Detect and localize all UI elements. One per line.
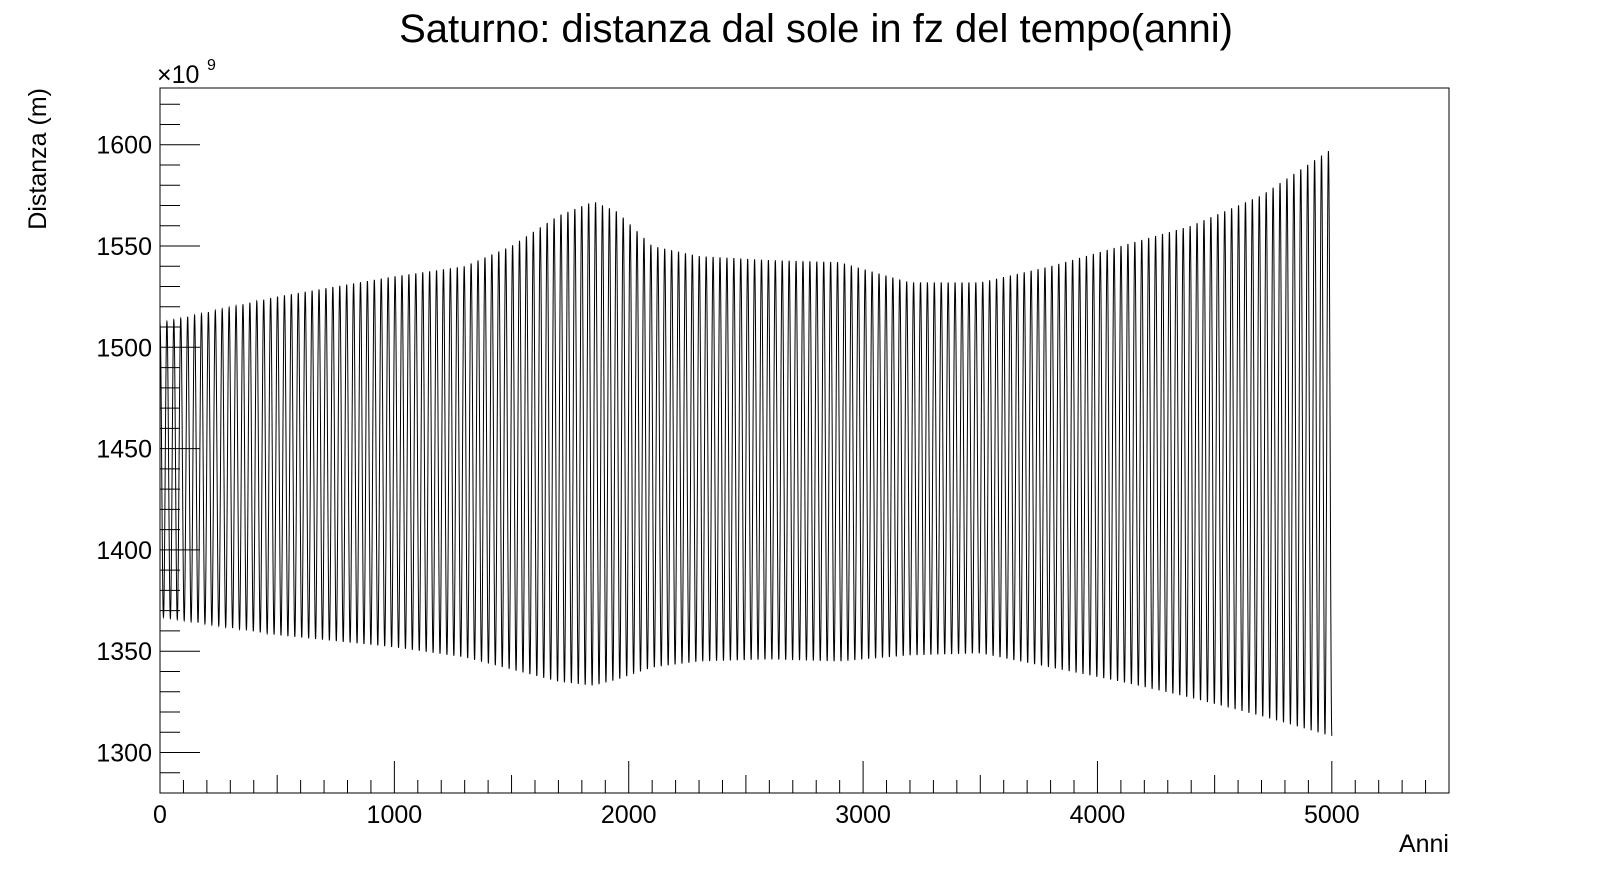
x-axis: 0 1000 2000 3000 4000 5000 — [153, 761, 1450, 829]
y-multiplier-base: ×10 — [157, 61, 199, 89]
y-tick-label: 1400 — [96, 537, 152, 565]
y-axis-label: Distanza (m) — [24, 88, 52, 230]
y-tick-label: 1300 — [96, 739, 152, 767]
x-tick-label: 2000 — [601, 801, 657, 829]
x-tick-label: 3000 — [835, 801, 891, 829]
y-tick-label: 1500 — [96, 334, 152, 362]
y-tick-label: 1550 — [96, 233, 152, 261]
y-axis: 1300 1350 1400 1450 1500 1550 1600 — [96, 103, 200, 794]
plot-frame — [159, 87, 1450, 794]
distance-series-line — [159, 150, 1333, 736]
x-tick-label: 5000 — [1304, 801, 1360, 829]
x-tick-label: 1000 — [367, 801, 423, 829]
y-tick-label: 1450 — [96, 436, 152, 464]
y-tick-label: 1350 — [96, 638, 152, 666]
x-tick-label: 0 — [153, 801, 167, 829]
y-tick-label: 1600 — [96, 132, 152, 160]
x-tick-label: 4000 — [1070, 801, 1126, 829]
chart-title: Saturno: distanza dal sole in fz del tem… — [399, 7, 1233, 51]
series-layer — [159, 150, 1333, 736]
y-multiplier-exponent: 9 — [207, 57, 216, 74]
x-axis-label: Anni — [1399, 830, 1449, 858]
